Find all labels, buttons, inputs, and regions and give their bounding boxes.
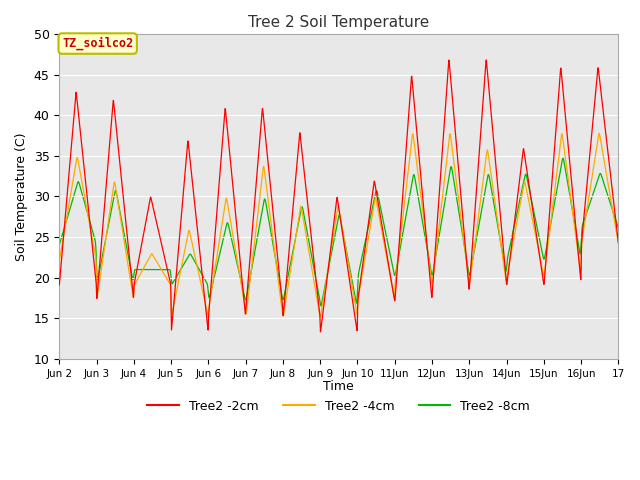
Legend: Tree2 -2cm, Tree2 -4cm, Tree2 -8cm: Tree2 -2cm, Tree2 -4cm, Tree2 -8cm — [143, 395, 535, 418]
X-axis label: Time: Time — [323, 380, 354, 393]
Title: Tree 2 Soil Temperature: Tree 2 Soil Temperature — [248, 15, 429, 30]
Y-axis label: Soil Temperature (C): Soil Temperature (C) — [15, 132, 28, 261]
Text: TZ_soilco2: TZ_soilco2 — [62, 37, 133, 50]
